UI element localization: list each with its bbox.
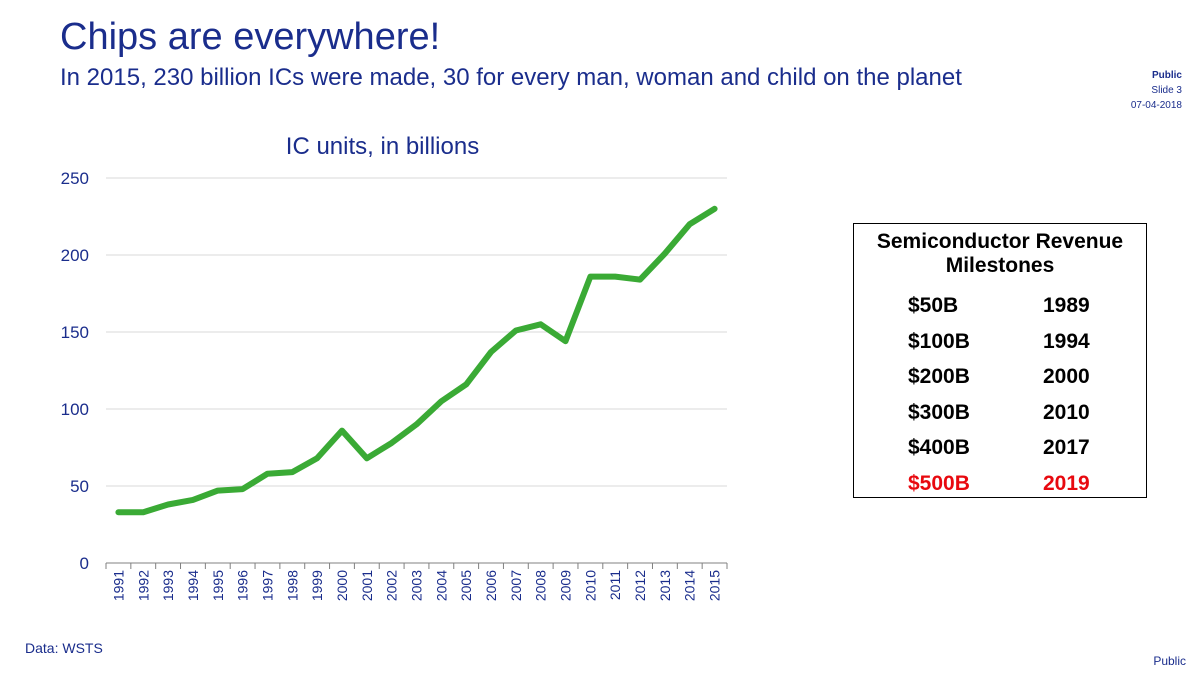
footer-classification: Public xyxy=(1153,654,1186,668)
x-tick-label: 1992 xyxy=(135,570,151,601)
y-tick-label: 0 xyxy=(80,554,89,573)
milestone-year: 2017 xyxy=(1043,436,1090,459)
slide-number: Slide 3 xyxy=(1151,85,1182,96)
slide-title: Chips are everywhere! xyxy=(60,16,441,58)
milestone-amount: $100B xyxy=(908,329,970,353)
milestone-row: $200B 2000 xyxy=(854,360,1146,396)
x-tick-label: 1995 xyxy=(210,570,226,601)
y-tick-label: 250 xyxy=(61,169,89,188)
y-tick-label: 50 xyxy=(70,477,89,496)
revenue-milestones-table: Semiconductor Revenue Milestones $50B 198… xyxy=(853,223,1147,498)
milestone-row: $100B 1994 xyxy=(854,325,1146,361)
x-tick-label: 2015 xyxy=(707,570,723,601)
x-tick-label: 2002 xyxy=(384,570,400,601)
x-tick-label: 2004 xyxy=(433,570,449,601)
milestone-row: $400B 2017 xyxy=(854,431,1146,467)
x-tick-label: 1991 xyxy=(110,570,126,601)
x-tick-label: 2011 xyxy=(607,570,623,600)
milestone-row: $50B 1989 xyxy=(854,289,1146,325)
y-tick-label: 100 xyxy=(61,400,89,419)
x-tick-label: 2010 xyxy=(582,570,598,601)
slide-subtitle: In 2015, 230 billion ICs were made, 30 f… xyxy=(60,64,962,91)
y-tick-label: 200 xyxy=(61,246,89,265)
milestones-rows: $50B 1989 $100B 1994 $200B 2000 $300B 2010 $400B… xyxy=(854,289,1146,502)
x-tick-label: 2009 xyxy=(558,570,574,601)
slide-date: 07-04-2018 xyxy=(1130,100,1182,111)
classification-label: Public xyxy=(1151,70,1182,81)
x-tick-label: 1998 xyxy=(284,570,300,601)
milestone-amount: $400B xyxy=(908,436,970,459)
milestone-year: 1994 xyxy=(1043,329,1090,353)
x-tick-label: 2012 xyxy=(632,570,648,601)
x-tick-label: 2001 xyxy=(359,570,375,601)
x-tick-label: 2013 xyxy=(657,570,673,601)
slide-meta: Public Slide 3 07-04-2018 xyxy=(1131,68,1182,113)
x-tick-label: 2005 xyxy=(458,570,474,601)
milestone-year: 2019 xyxy=(1043,471,1090,495)
x-tick-label: 1996 xyxy=(235,570,251,601)
chart-title: IC units, in billions xyxy=(285,133,480,160)
milestone-year: 1989 xyxy=(1043,294,1090,317)
x-tick-label: 2008 xyxy=(533,570,549,601)
milestone-amount: $500B xyxy=(908,471,970,495)
milestone-year: 2000 xyxy=(1043,365,1090,388)
x-tick-label: 2003 xyxy=(409,570,425,601)
x-tick-label: 2006 xyxy=(483,570,499,601)
milestone-amount: $200B xyxy=(908,365,970,388)
milestones-title: Semiconductor Revenue Milestones xyxy=(876,230,1124,277)
data-source: Data: WSTS xyxy=(25,640,103,656)
series-line xyxy=(115,205,718,516)
x-tick-label: 1999 xyxy=(309,570,325,601)
milestone-row: $500B 2019 xyxy=(854,467,1146,503)
milestone-year: 2010 xyxy=(1043,400,1090,424)
y-tick-label: 150 xyxy=(61,323,89,342)
milestone-row: $300B 2010 xyxy=(854,396,1146,432)
x-tick-label: 2014 xyxy=(682,570,698,601)
x-tick-label: 1993 xyxy=(160,570,176,601)
ic-units-line-chart: 0 50 100 150 200 250 1991 1992 1993 1994 1995 1996 1… xyxy=(61,169,728,601)
x-tick-label: 1997 xyxy=(259,570,275,601)
x-tick-label: 2007 xyxy=(508,570,524,601)
x-tick-label: 1994 xyxy=(185,570,201,601)
milestone-amount: $300B xyxy=(908,400,970,424)
x-tick-label: 2000 xyxy=(334,570,350,601)
milestone-amount: $50B xyxy=(908,294,959,317)
